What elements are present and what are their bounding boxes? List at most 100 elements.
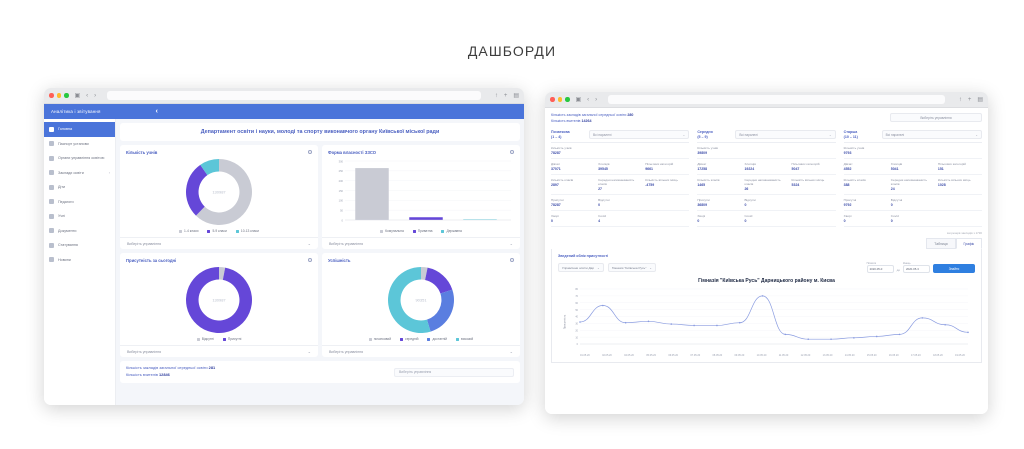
right-department-select[interactable]: Виберіть управління [890,113,982,122]
stat-key: Хлопців [744,162,756,167]
svg-text:250: 250 [339,169,344,173]
footer-department-select[interactable]: Виберіть управління [394,367,514,377]
tab-2[interactable]: Графік [955,238,982,250]
card-department-select[interactable]: Виберіть управління ⌄ [322,237,520,249]
chevron-down-icon: ⌄ [307,241,311,246]
dashboard-card-2: Форма власності ЗЗСО 0 50 100 150 200 250 300 Ко… [322,145,520,249]
stat-key: Кількість вільних місць [645,178,678,183]
card-title: Присутність за сьогодні [126,258,177,263]
svg-text:10: 10 [575,336,578,339]
search-button[interactable]: Знайти [933,264,975,274]
card-department-select[interactable]: Виберіть управління ⌄ [322,345,520,357]
stat-key: Кількість класів [551,178,574,183]
sidebar-item-2[interactable]: Паспорт установи [44,137,115,152]
x-tick-15: 16.05.20 [888,354,899,358]
sidebar-item-1[interactable]: Головна [44,122,115,137]
address-bar[interactable] [107,91,481,100]
gear-icon[interactable] [510,150,514,154]
bank-icon [49,155,54,161]
address-bar[interactable] [608,95,945,104]
back-icon[interactable]: ‹ [86,92,89,99]
stat-card-rows: Кількість учнів 39809 Дівчат 17258 Хлопців 19… [697,143,836,228]
date-to-field[interactable]: Кінець 2020-05-3 [903,262,930,274]
chevron-down-icon: ⌄ [509,241,513,246]
stat-key: Хлопців [598,162,610,167]
svg-text:0: 0 [342,218,344,222]
stat-value: 24 [890,187,895,192]
back-icon[interactable]: ‹ [587,96,590,103]
date-from-input[interactable]: 2020-05-0 [866,265,894,274]
filter-department[interactable]: Управління освіти Дар ⌄ [558,263,604,273]
sidebar-item-7[interactable]: Учні [44,209,115,224]
legend-label: Приватна [417,229,433,233]
stat-row-5: Хворі 0 Covid 0 [697,211,836,228]
date-from-field[interactable]: Початок 2020-05-0 [866,262,894,274]
svg-text:30: 30 [575,323,578,326]
page-header-title: Департамент освіти і науки, молоді та сп… [120,123,520,141]
attendance-filters: Управління освіти Дар ⌄ Гімназія "Київсь… [558,262,975,274]
sidebar-toggle-icon[interactable]: ▣ [74,93,81,99]
x-tick-9: 10.05.20 [756,354,767,358]
new-tab-icon[interactable]: + [967,96,972,103]
sidebar-item-6[interactable]: Педагоги [44,195,115,210]
stat-key: Пільгових категорій [791,162,820,167]
x-tick-18: 19.05.20 [955,354,965,358]
stat-key: Кількість учнів [697,146,718,150]
sidebar-item-4[interactable]: Заклади освіти › [44,166,115,181]
filter-school[interactable]: Гімназія "Київська Русь" ⌄ [607,263,656,273]
close-window-button[interactable] [550,97,555,102]
gear-icon[interactable] [308,258,312,262]
stat-cell: Хлопців 39545 [598,162,642,171]
sidebar-item-3[interactable]: Органи управління освітою [44,151,115,166]
stat-card-parallel-select[interactable]: Всі паралелі ⌄ [735,130,836,139]
stat-card-parallel-select[interactable]: Всі паралелі ⌄ [589,130,690,139]
gear-icon[interactable] [308,150,312,154]
tabs-overview-icon[interactable]: ▤ [513,93,519,99]
sidebar-collapse-icon[interactable]: ‹ [155,108,158,115]
sidebar-item-8[interactable]: Документи [44,224,115,239]
share-icon[interactable]: ↑ [958,96,962,103]
maximize-window-button[interactable] [565,97,570,102]
right-schools-label: Кількість закладів загальної середньої о… [551,113,627,117]
tabs-overview-icon[interactable]: ▤ [977,97,983,103]
dashboard-card-1: Кількість учнів 130987 1-4 класи 5-9 класи 1… [120,145,318,249]
tab-1[interactable]: Таблиця [926,238,956,250]
stat-key: Пільгових категорій [645,162,674,167]
stat-cell: Хворі 0 [697,214,741,223]
card-title: Успішність [328,258,351,263]
card-legend: Відсутні Присутні [126,337,312,345]
close-window-button[interactable] [49,93,54,98]
card-select-label: Виберіть управління [127,241,162,246]
minimize-window-button[interactable] [557,97,562,102]
forward-icon[interactable]: › [595,96,598,103]
legend-item-2: Присутні [222,337,241,341]
legend-item-3: Державна [441,229,462,233]
card-department-select[interactable]: Виберіть управління ⌄ [120,237,318,249]
sidebar-item-9[interactable]: Статування [44,238,115,253]
sidebar-item-5[interactable]: Діти [44,180,115,195]
stat-row-3: Кількість класів 2897 Середня наповнюваніс… [551,175,690,196]
stat-key: Covid [744,214,753,219]
new-tab-icon[interactable]: + [503,92,508,99]
minimize-window-button[interactable] [56,93,61,98]
left-main-content: Департамент освіти і науки, молоді та сп… [116,119,524,405]
stat-key: Відсутні [890,198,903,203]
legend-item-3: достатній [427,337,447,341]
app-brand-label: Аналітика і звітування [51,109,101,114]
maximize-window-button[interactable] [64,93,69,98]
legend-swatch [207,229,211,233]
legend-item-2: Приватна [412,229,433,233]
forward-icon[interactable]: › [94,92,97,99]
stat-card-parallel-select[interactable]: Всі паралелі ⌄ [881,130,982,139]
card-department-select[interactable]: Виберіть управління ⌄ [120,345,318,357]
sidebar-item-label: Заклади освіти [58,170,84,175]
share-icon[interactable]: ↑ [494,92,498,99]
legend-label: Відсутні [201,337,214,341]
date-from-label: Початок [866,262,876,266]
date-to-input[interactable]: 2020-05-3 [903,265,930,274]
x-tick-8: 09.05.20 [734,354,745,358]
sidebar-item-10[interactable]: Новини [44,253,115,268]
stat-cell: Середня наповнюваність класів 27 [598,178,642,191]
gear-icon[interactable] [510,258,514,262]
sidebar-toggle-icon[interactable]: ▣ [575,97,582,103]
